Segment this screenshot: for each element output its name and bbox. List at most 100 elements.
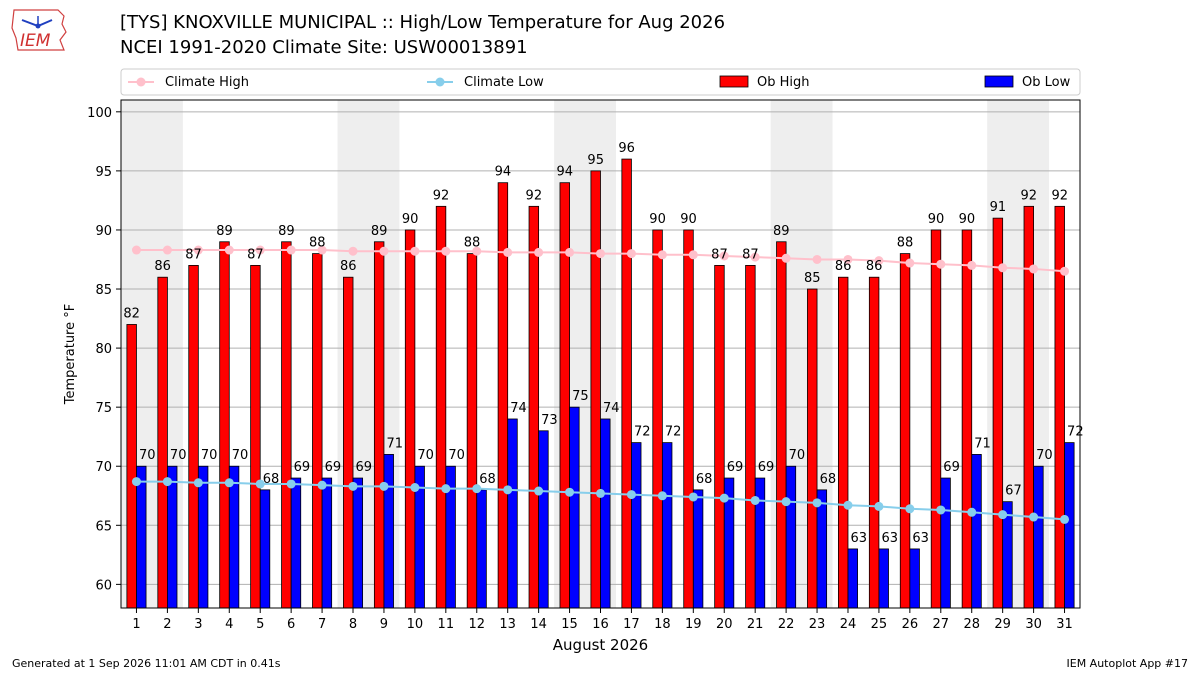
label-ob-low: 69 xyxy=(325,460,342,475)
bar-labels: 82 70 86 70 87 70 89 70 87 68 89 69 88 69 86 69 89 71 90 70… xyxy=(123,141,1083,546)
climate-low-point xyxy=(410,482,420,492)
climate-low-point xyxy=(255,479,265,489)
legend-entry: Ob High xyxy=(719,75,810,90)
label-ob-low: 73 xyxy=(541,413,558,428)
label-ob-high: 90 xyxy=(402,212,419,227)
climate-high-point xyxy=(812,254,822,264)
climate-high-point xyxy=(781,253,791,263)
bars xyxy=(126,158,1075,609)
x-axis-label: August 2026 xyxy=(553,636,648,654)
bar-ob-low xyxy=(167,465,178,609)
climate-high-point xyxy=(843,254,853,264)
climate-high-point xyxy=(967,260,977,270)
climate-high-point xyxy=(534,247,544,257)
climate-low-point xyxy=(781,497,791,507)
bar-ob-low xyxy=(816,489,828,609)
x-tick-label: 22 xyxy=(778,617,795,632)
climate-low-point xyxy=(596,488,605,498)
label-ob-low: 63 xyxy=(881,531,898,546)
label-ob-low: 75 xyxy=(572,389,589,404)
x-tick-label: 26 xyxy=(902,617,919,632)
label-ob-high: 92 xyxy=(1021,188,1038,203)
bar-ob-high xyxy=(1054,205,1065,609)
legend-label: Climate Low xyxy=(464,75,544,90)
legend: Climate High Climate Low Ob High Ob Low xyxy=(120,68,1081,96)
label-ob-low: 69 xyxy=(356,460,373,475)
y-tick-label: 85 xyxy=(95,283,112,298)
label-ob-high: 87 xyxy=(742,247,759,262)
label-ob-low: 70 xyxy=(201,448,218,463)
bar-ob-low xyxy=(228,465,240,609)
label-ob-high: 88 xyxy=(464,236,481,251)
label-ob-low: 67 xyxy=(1005,484,1022,499)
label-ob-low: 63 xyxy=(912,531,929,546)
bar-ob-high xyxy=(961,229,973,609)
label-ob-low: 74 xyxy=(603,401,620,416)
legend-swatch-bar xyxy=(719,75,749,88)
y-tick-label: 95 xyxy=(95,165,112,180)
bar-ob-low xyxy=(197,465,209,609)
y-tick-label: 75 xyxy=(95,401,112,416)
bar-ob-high xyxy=(157,276,168,609)
x-tick-label: 10 xyxy=(407,617,424,632)
label-ob-high: 90 xyxy=(928,212,945,227)
bar-ob-low xyxy=(971,454,982,609)
climate-low-point xyxy=(967,507,977,517)
climate-low-point xyxy=(503,485,513,495)
bar-ob-low xyxy=(290,477,302,609)
climate-high-point xyxy=(224,245,234,255)
climate-low-point xyxy=(998,510,1008,520)
climate-high-point xyxy=(1029,264,1039,274)
label-ob-low: 70 xyxy=(448,448,465,463)
x-tick-label: 12 xyxy=(468,617,485,632)
bar-ob-high xyxy=(497,182,509,609)
iem-logo: IEM xyxy=(8,6,72,58)
bar-ob-low xyxy=(940,477,951,609)
x-tick-label: 13 xyxy=(499,617,516,632)
generated-timestamp: Generated at 1 Sep 2026 11:01 AM CDT in … xyxy=(12,657,281,670)
legend-box xyxy=(120,68,1081,96)
climate-high-point xyxy=(626,249,636,259)
label-ob-high: 87 xyxy=(711,247,728,262)
bar-ob-high xyxy=(281,241,292,609)
bar-ob-low xyxy=(878,548,889,609)
climate-low-point xyxy=(626,490,636,500)
label-ob-high: 82 xyxy=(123,306,140,321)
climate-high-point xyxy=(317,245,327,255)
x-tick-label: 5 xyxy=(256,617,264,632)
label-ob-high: 91 xyxy=(990,200,1007,215)
climate-low-point xyxy=(905,504,915,514)
bar-ob-high xyxy=(219,241,230,609)
label-ob-high: 86 xyxy=(154,259,171,274)
bar-ob-high xyxy=(868,276,880,609)
climate-high-point xyxy=(193,245,203,255)
climate-high-point xyxy=(874,256,884,266)
bar-ob-high xyxy=(621,158,632,609)
label-ob-high: 88 xyxy=(309,236,326,251)
label-ob-high: 92 xyxy=(526,188,543,203)
label-ob-low: 70 xyxy=(1036,448,1053,463)
x-tick-label: 31 xyxy=(1056,617,1073,632)
x-tick-label: 3 xyxy=(194,617,202,632)
legend-label: Ob High xyxy=(757,75,810,90)
bar-ob-low xyxy=(847,548,858,609)
legend-entry: Climate Low xyxy=(427,75,544,90)
climate-high-point xyxy=(348,246,358,256)
climate-low-point xyxy=(348,481,358,491)
climate-low-point xyxy=(317,480,327,490)
label-ob-low: 70 xyxy=(139,448,156,463)
bar-ob-high xyxy=(559,182,570,609)
label-ob-high: 88 xyxy=(897,236,914,251)
x-tick-label: 18 xyxy=(654,617,671,632)
x-tick-label: 1 xyxy=(132,617,140,632)
label-ob-high: 86 xyxy=(866,259,883,274)
x-tick-label: 29 xyxy=(994,617,1011,632)
x-tick-label: 17 xyxy=(623,617,640,632)
climate-high-point xyxy=(750,252,760,262)
label-ob-low: 70 xyxy=(789,448,806,463)
label-ob-low: 68 xyxy=(820,472,837,487)
climate-low-point xyxy=(1060,514,1070,524)
label-ob-high: 92 xyxy=(433,188,450,203)
climate-low-point xyxy=(162,477,172,487)
